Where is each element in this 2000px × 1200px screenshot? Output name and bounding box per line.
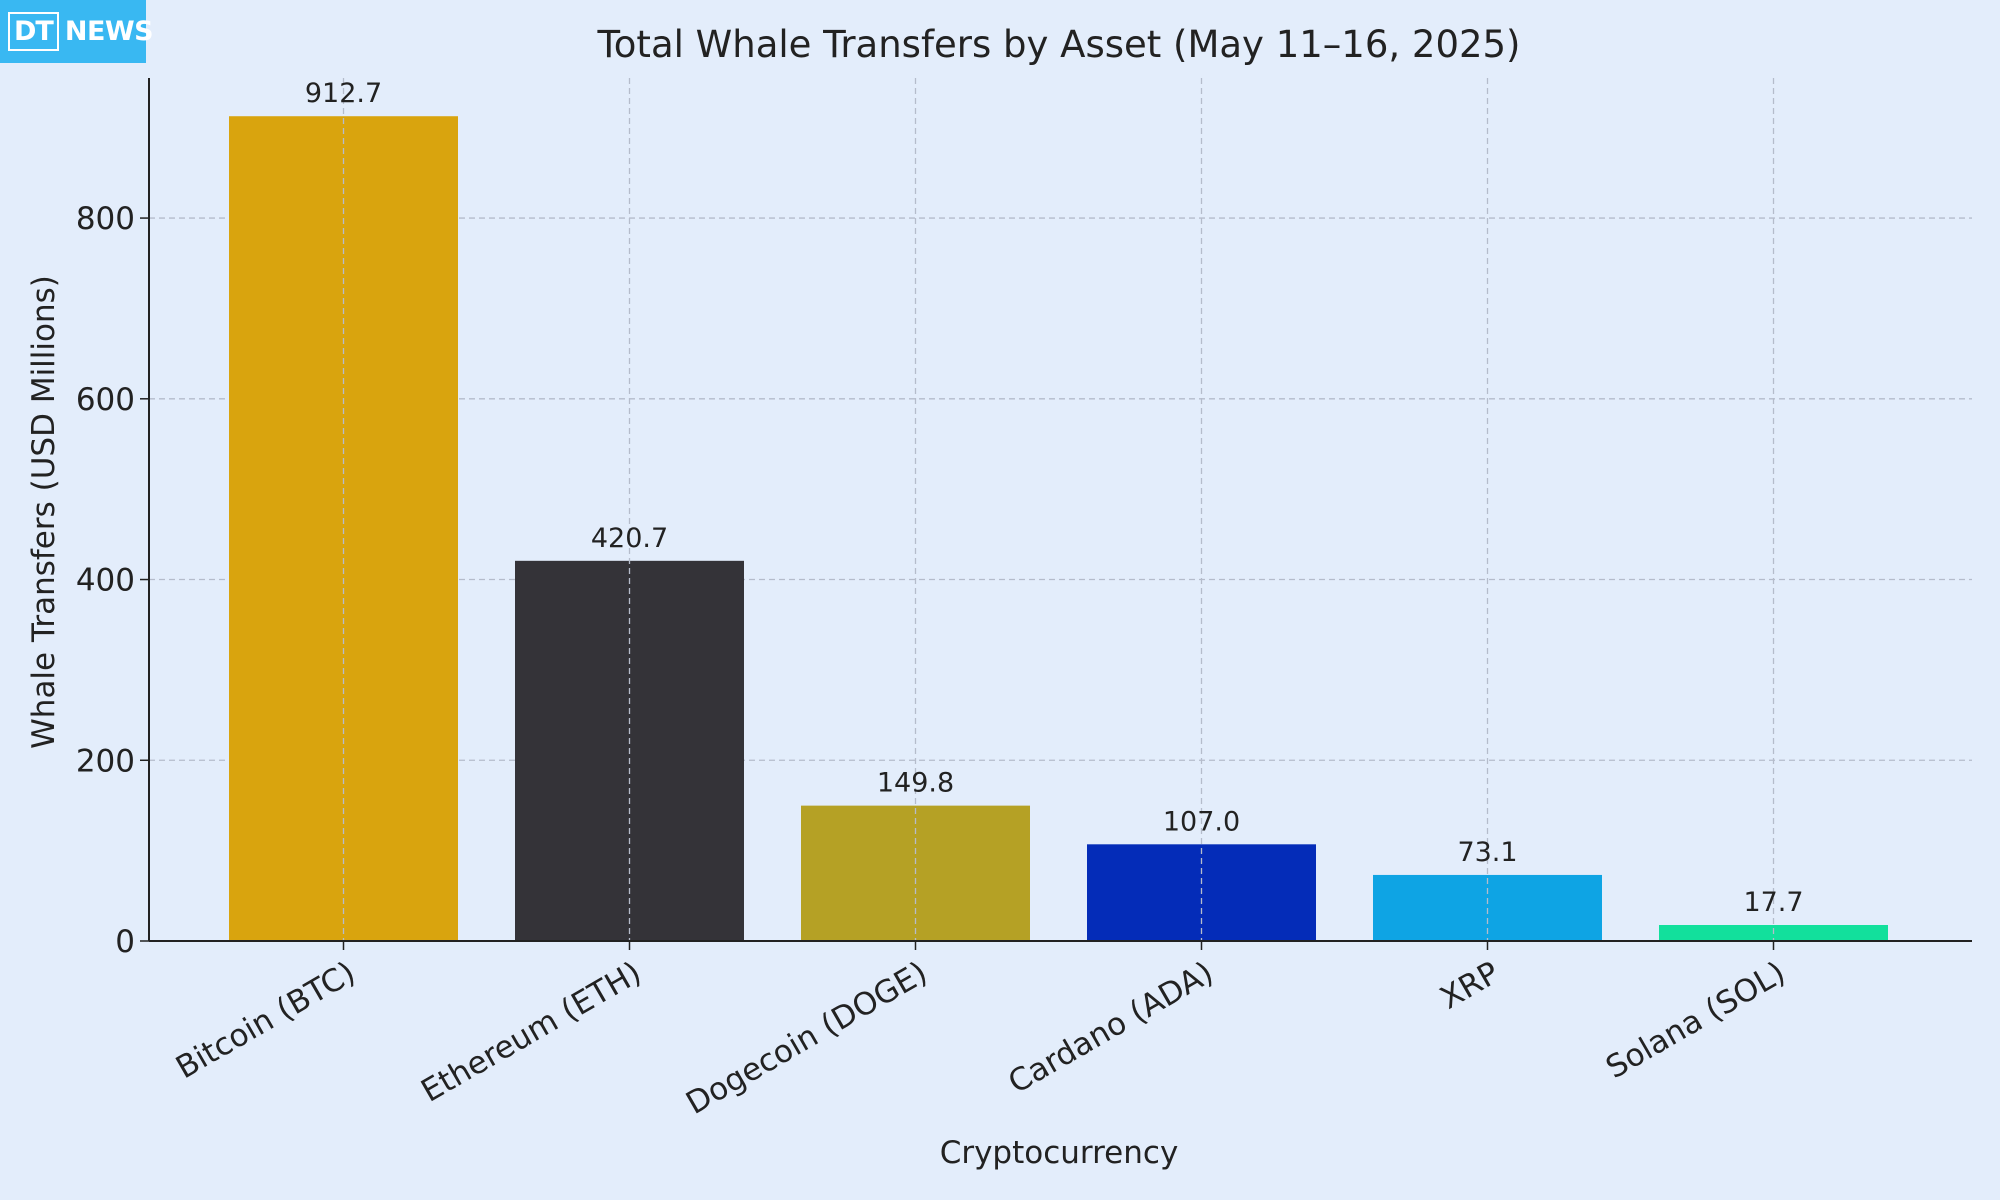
value-label: 17.7 xyxy=(1743,887,1803,918)
logo-dt-mark: DT xyxy=(8,12,59,51)
x-tick-label: Dogecoin (DOGE) xyxy=(680,955,933,1122)
vertical-gridlines xyxy=(342,78,1775,941)
dt-news-logo: DT NEWS xyxy=(0,0,154,63)
bars xyxy=(229,116,1888,941)
x-tick-label: Solana (SOL) xyxy=(1600,955,1791,1086)
y-axis-label: Whale Transfers (USD Millions) xyxy=(26,275,62,749)
y-tick-label: 600 xyxy=(76,382,135,418)
x-axis-label: Cryptocurrency xyxy=(940,1135,1179,1171)
y-tick-label: 0 xyxy=(115,924,135,960)
y-tick-label: 800 xyxy=(76,201,135,237)
value-label: 107.0 xyxy=(1163,806,1240,837)
value-label: 420.7 xyxy=(591,523,668,554)
value-label: 912.7 xyxy=(305,78,382,109)
chart-title: Total Whale Transfers by Asset (May 11–1… xyxy=(596,23,1520,66)
x-tick-label: Ethereum (ETH) xyxy=(415,955,647,1110)
value-label: 73.1 xyxy=(1457,837,1517,868)
value-label: 149.8 xyxy=(877,768,954,799)
y-tick-label: 200 xyxy=(76,743,135,779)
x-tick-label: Cardano (ADA) xyxy=(1002,955,1219,1101)
x-tick-label: Bitcoin (BTC) xyxy=(170,955,362,1086)
x-tick-label: XRP xyxy=(1434,955,1505,1017)
axes xyxy=(140,78,1972,950)
y-tick-label: 400 xyxy=(76,563,135,599)
logo-news-text: NEWS xyxy=(64,16,154,47)
